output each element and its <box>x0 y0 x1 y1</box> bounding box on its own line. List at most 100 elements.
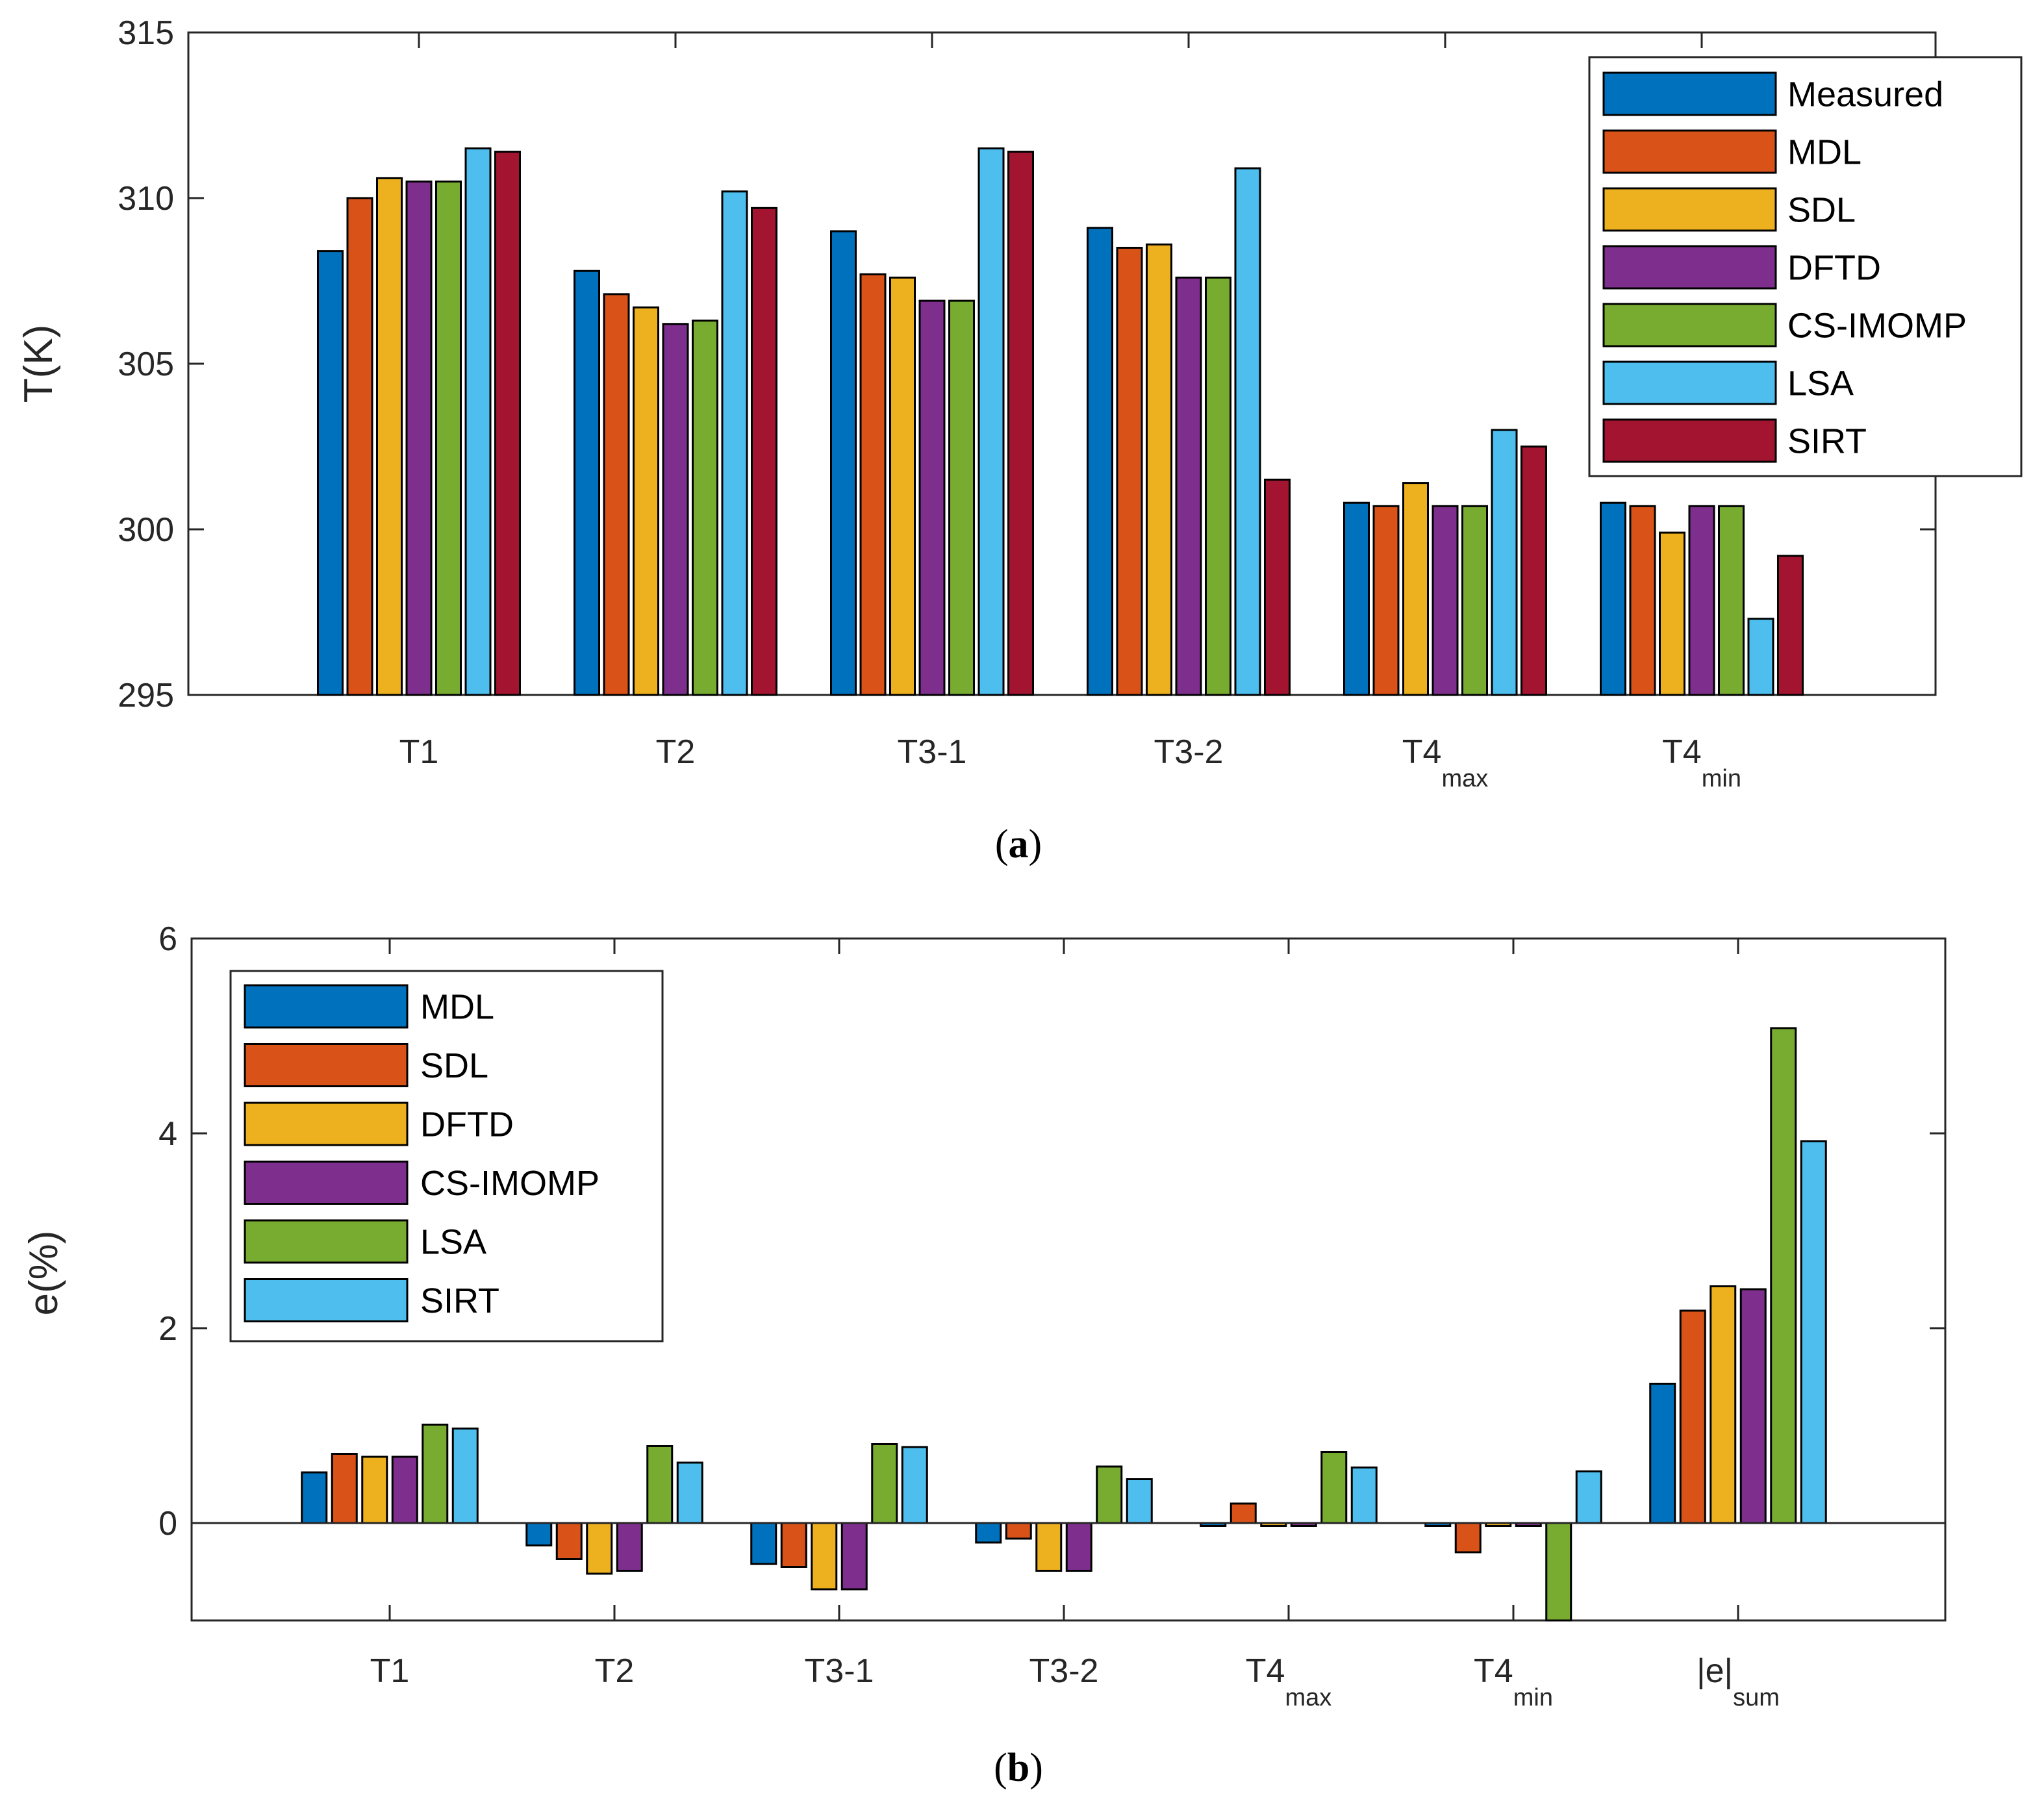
legend-swatch-dftd <box>1602 245 1777 290</box>
bar-dftd-t1 <box>405 181 433 696</box>
bar-mdl-t1 <box>301 1471 328 1524</box>
bar-cs-imomp-t1 <box>391 1455 418 1524</box>
y-tick-label: 315 <box>118 14 174 52</box>
legend-label-lsa: LSA <box>1787 364 1854 403</box>
bar-sirt-t3-1 <box>901 1446 928 1524</box>
y-tick-label: 305 <box>118 346 174 383</box>
bar-sdl-t3-2 <box>1005 1522 1032 1540</box>
bar-sirt-t1 <box>494 151 521 696</box>
y-tick-label: 300 <box>118 511 174 549</box>
bar-mdl-t2 <box>603 293 630 696</box>
bar-lsa-e-sum <box>1770 1027 1797 1524</box>
x-tick-label: T4min <box>1474 1652 1553 1711</box>
x-tick-label: T3-1 <box>805 1652 874 1690</box>
bar-lsa-t1 <box>422 1424 449 1524</box>
bar-sirt-t4max <box>1520 446 1547 696</box>
legend-label-sirt: SIRT <box>1787 422 1867 461</box>
bar-sirt-t1 <box>451 1428 479 1524</box>
x-tick-label: T3-2 <box>1154 733 1224 771</box>
bar-mdl-t2 <box>525 1522 553 1546</box>
bar-cs-imomp-t3-2 <box>1205 276 1231 696</box>
bar-mdl-t3-1 <box>750 1522 777 1565</box>
legend-label-cs-imomp: CS-IMOMP <box>1787 307 1967 346</box>
chart-a: 295 300 305 310 315 T(K) T1 T2 T3-1 T3-2 T4max T4mi… <box>16 14 2023 866</box>
bar-sdl-t3-1 <box>780 1522 807 1568</box>
bar-dftd-t1 <box>361 1455 388 1524</box>
bar-sdl-e-sum <box>1679 1309 1706 1524</box>
y-tick-label: 6 <box>158 920 177 958</box>
bar-dftd-t4max <box>1432 505 1459 696</box>
bar-sdl-t4min <box>1659 531 1685 696</box>
bar-mdl-t4max <box>1372 505 1400 696</box>
bar-measured-t4min <box>1600 501 1626 696</box>
bar-mdl-t3-2 <box>1116 247 1143 696</box>
bar-dftd-t4min <box>1688 505 1715 696</box>
bar-lsa-t4max <box>1320 1451 1348 1524</box>
bar-measured-t1 <box>317 250 344 696</box>
bar-mdl-t1 <box>346 197 373 696</box>
bar-measured-t2 <box>574 270 600 696</box>
x-tick-label: T3-2 <box>1029 1652 1099 1690</box>
bar-lsa-t3-1 <box>978 147 1005 696</box>
legend-swatch-cs-imomp <box>244 1161 409 1205</box>
bar-measured-t3-2 <box>1087 227 1113 696</box>
legend-label-sirt: SIRT <box>420 1281 499 1320</box>
legend-swatch-sdl <box>244 1043 409 1087</box>
bar-mdl-e-sum <box>1649 1383 1676 1524</box>
y-axis-label: T(K) <box>16 325 61 403</box>
bar-sdl-t1 <box>331 1453 358 1524</box>
y-tick-label: 4 <box>158 1115 177 1153</box>
bar-sdl-t2 <box>555 1522 583 1560</box>
bar-lsa-t4min <box>1747 618 1774 696</box>
y-axis-label: e(%) <box>21 1231 66 1316</box>
bar-lsa-t4max <box>1491 429 1518 696</box>
bar-sdl-t4min <box>1454 1522 1482 1554</box>
legend-swatch-dftd <box>244 1102 409 1146</box>
x-tick-label: |e|sum <box>1697 1652 1780 1711</box>
y-tick-label: 0 <box>158 1505 177 1543</box>
x-tick-label: T4max <box>1246 1652 1331 1711</box>
y-tick-label: 2 <box>158 1310 177 1348</box>
legend-swatch-lsa <box>1602 360 1777 405</box>
legend-swatch-sirt <box>244 1278 409 1322</box>
legend-label-lsa: LSA <box>420 1223 486 1262</box>
legend-swatch-measured <box>1602 71 1777 116</box>
panel-caption: (a) <box>995 822 1042 866</box>
x-tick-label: T4max <box>1402 733 1488 792</box>
bar-cs-imomp-t4max <box>1461 505 1488 696</box>
bar-lsa-t3-1 <box>871 1443 898 1524</box>
bar-sirt-t3-2 <box>1126 1478 1153 1524</box>
bar-lsa-t2 <box>721 190 748 696</box>
bar-sirt-t4max <box>1350 1467 1378 1524</box>
legend-swatch-mdl <box>244 984 409 1029</box>
y-tick-label: 310 <box>118 180 174 218</box>
bar-dftd-t3-1 <box>918 299 946 696</box>
x-tick-label: T1 <box>370 1652 410 1690</box>
legend: MDL SDL DFTD CS-IMOMP LSA SIRT <box>229 970 664 1342</box>
chart-b: 0 2 4 6 e(%) T1 T2 T3-1 T3-2 T4max T4min |e|sum MDL S… <box>21 920 1947 1790</box>
bar-mdl-t3-2 <box>975 1522 1002 1544</box>
bar-lsa-t4min <box>1545 1522 1572 1622</box>
bar-dftd-t2 <box>586 1522 613 1575</box>
bar-sirt-e-sum <box>1800 1140 1827 1524</box>
bar-sirt-t3-2 <box>1264 479 1291 696</box>
bar-cs-imomp-t3-1 <box>840 1522 868 1591</box>
bar-mdl-t4min <box>1629 505 1656 696</box>
bar-sdl-t4max <box>1402 482 1429 696</box>
bar-sirt-t2 <box>676 1461 703 1524</box>
bar-lsa-t3-2 <box>1234 167 1261 696</box>
bar-cs-imomp-e-sum <box>1739 1288 1767 1524</box>
panel-caption: (b) <box>994 1746 1043 1790</box>
legend-label-sdl: SDL <box>1787 191 1856 230</box>
legend: Measured MDL SDL DFTD CS-IMOMP LSA SIRT <box>1588 56 2023 477</box>
bar-sirt-t3-1 <box>1007 151 1034 696</box>
bar-sdl-t3-2 <box>1146 243 1172 696</box>
x-tick-label: T4min <box>1662 733 1741 792</box>
bar-sirt-t2 <box>751 207 777 696</box>
bar-sirt-t4min <box>1575 1470 1602 1524</box>
legend-label-measured: Measured <box>1787 75 1943 114</box>
bar-lsa-t3-2 <box>1096 1465 1123 1524</box>
bar-sirt-t4min <box>1777 555 1804 696</box>
legend-label-cs-imomp: CS-IMOMP <box>420 1164 599 1203</box>
